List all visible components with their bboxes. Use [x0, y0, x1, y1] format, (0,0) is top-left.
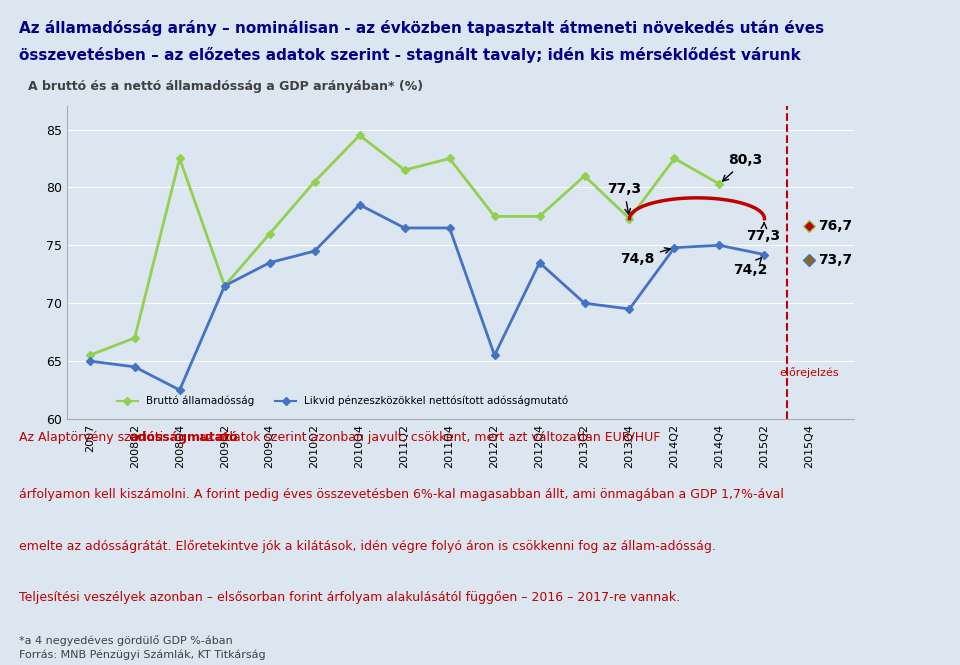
Bruttó államadósság [84, 351, 95, 359]
Likvid pénzeszközökkel nettósított adósságmutató [398, 224, 410, 232]
Text: 80,3: 80,3 [723, 153, 762, 181]
Text: 74,2: 74,2 [732, 258, 767, 277]
Likvid pénzeszközökkel nettósított adósságmutató [309, 247, 321, 255]
Bruttó államadósság [129, 334, 140, 342]
Bruttó államadósság [264, 229, 276, 237]
Text: Teljesítési veszélyek azonban – elsősorban forint árfolyam alakulásától függően : Teljesítési veszélyek azonban – elsősorb… [19, 591, 681, 604]
Text: árfolyamon kell kiszámolni. A forint pedig éves összevetésben 6%-kal magasabban : árfolyamon kell kiszámolni. A forint ped… [19, 488, 784, 501]
Bruttó államadósság [444, 154, 455, 162]
Text: előrejelzés: előrejelzés [780, 368, 839, 378]
Bruttó államadósság [354, 132, 366, 140]
Text: emelte az adósságrátát. Előretekintve jók a kilátások, idén végre folyó áron is : emelte az adósságrátát. Előretekintve jó… [19, 539, 716, 553]
Likvid pénzeszközökkel nettósított adósságmutató [713, 241, 725, 249]
Text: 73,7: 73,7 [819, 253, 852, 267]
Text: 76,7: 76,7 [819, 219, 852, 233]
Likvid pénzeszközökkel nettósított adósságmutató [758, 251, 770, 259]
Bruttó államadósság [579, 172, 590, 180]
Text: Forrás: MNB Pénzügyi Számlák, KT Titkárság: Forrás: MNB Pénzügyi Számlák, KT Titkárs… [19, 650, 266, 660]
Likvid pénzeszközökkel nettósított adósságmutató [489, 351, 500, 359]
Text: 74,8: 74,8 [620, 248, 670, 266]
Likvid pénzeszközökkel nettósított adósságmutató [669, 243, 681, 251]
Likvid pénzeszközökkel nettósított adósságmutató [534, 259, 545, 267]
Likvid pénzeszközökkel nettósított adósságmutató [84, 357, 95, 365]
Text: *a 4 negyedéves gördülő GDP %-ában: *a 4 negyedéves gördülő GDP %-ában [19, 636, 233, 646]
Bruttó államadósság [489, 212, 500, 220]
Text: összevetésben – az előzetes adatok szerint - stagnált tavaly; idén kis mérséklőd: összevetésben – az előzetes adatok szeri… [19, 47, 801, 63]
Bruttó államadósság [534, 212, 545, 220]
Text: Az államadósság arány – nominálisan - az évközben tapasztalt átmeneti növekedés : Az államadósság arány – nominálisan - az… [19, 20, 825, 36]
Line: Likvid pénzeszközökkel nettósított adósságmutató: Likvid pénzeszközökkel nettósított adóss… [87, 202, 767, 393]
Text: 77,3: 77,3 [607, 182, 641, 214]
Legend: Bruttó államadósság, Likvid pénzeszközökkel nettósított adósságmutató: Bruttó államadósság, Likvid pénzeszközök… [112, 392, 573, 410]
Text: adósságmutató: adósságmutató [130, 432, 238, 444]
Bruttó államadósság [219, 282, 230, 290]
Likvid pénzeszközökkel nettósított adósságmutató [444, 224, 455, 232]
Text: A bruttó és a nettó államadósság a GDP arányában* (%): A bruttó és a nettó államadósság a GDP a… [29, 80, 423, 93]
Text: az adatok szerint azonban javult, csökkent, mert azt változatlan EUR/HUF: az adatok szerint azonban javult, csökke… [195, 432, 660, 444]
Text: 77,3: 77,3 [747, 223, 780, 243]
Likvid pénzeszközökkel nettósított adósságmutató [579, 299, 590, 307]
Bruttó államadósság [174, 154, 185, 162]
Bruttó államadósság [309, 178, 321, 186]
Line: Bruttó államadósság: Bruttó államadósság [87, 132, 722, 358]
Bruttó államadósság [398, 166, 410, 174]
Likvid pénzeszközökkel nettósított adósságmutató [219, 282, 230, 290]
Likvid pénzeszközökkel nettósított adósságmutató [354, 201, 366, 209]
Bruttó államadósság [624, 215, 636, 223]
Bruttó államadósság [713, 180, 725, 188]
Bruttó államadósság [669, 154, 681, 162]
Likvid pénzeszközökkel nettósított adósságmutató [264, 259, 276, 267]
Text: Az Alaptörvény szerinti: Az Alaptörvény szerinti [19, 432, 167, 444]
Likvid pénzeszközökkel nettósított adósságmutató [129, 363, 140, 371]
Likvid pénzeszközökkel nettósított adósságmutató [174, 386, 185, 394]
Likvid pénzeszközökkel nettósított adósságmutató [624, 305, 636, 313]
